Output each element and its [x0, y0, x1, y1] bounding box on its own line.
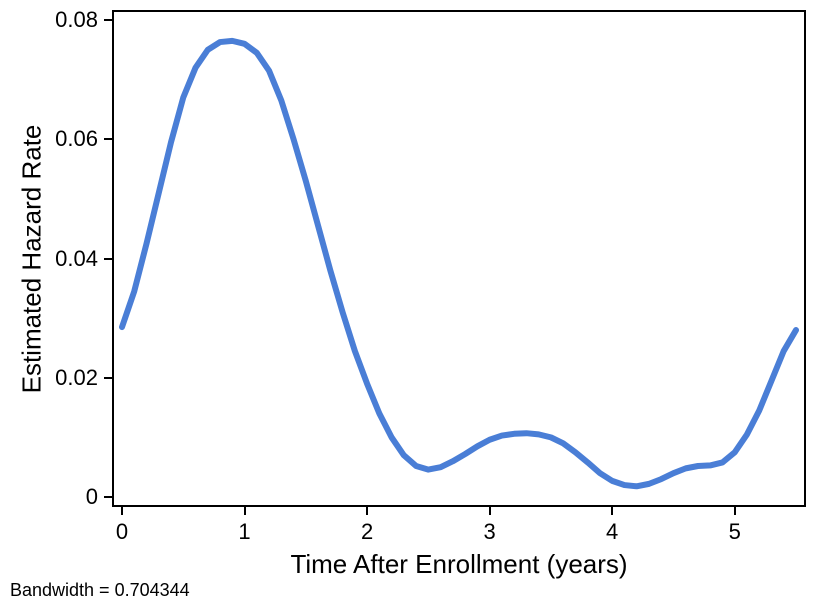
x-tick-label: 4: [606, 519, 618, 545]
x-tick: [366, 507, 368, 515]
x-tick: [489, 507, 491, 515]
y-tick-label: 0.04: [55, 246, 98, 272]
x-tick-label: 5: [729, 519, 741, 545]
y-axis-label: Estimated Hazard Rate: [17, 124, 48, 393]
hazard-series-line: [122, 20, 796, 497]
y-tick-label: 0.06: [55, 126, 98, 152]
y-tick: [104, 258, 112, 260]
x-tick: [734, 507, 736, 515]
y-tick: [104, 377, 112, 379]
y-tick-label: 0: [86, 484, 98, 510]
x-tick: [611, 507, 613, 515]
y-tick: [104, 496, 112, 498]
y-tick-label: 0.08: [55, 7, 98, 33]
x-tick-label: 3: [484, 519, 496, 545]
y-tick-label: 0.02: [55, 365, 98, 391]
y-tick: [104, 19, 112, 21]
x-tick: [121, 507, 123, 515]
x-axis-label: Time After Enrollment (years): [290, 549, 627, 580]
plot-area: [122, 20, 796, 497]
hazard-rate-chart: Estimated Hazard Rate Time After Enrollm…: [0, 0, 815, 604]
x-tick-label: 0: [116, 519, 128, 545]
bandwidth-footnote: Bandwidth = 0.704344: [10, 580, 190, 601]
x-tick-label: 1: [238, 519, 250, 545]
x-tick-label: 2: [361, 519, 373, 545]
y-tick: [104, 138, 112, 140]
x-tick: [244, 507, 246, 515]
